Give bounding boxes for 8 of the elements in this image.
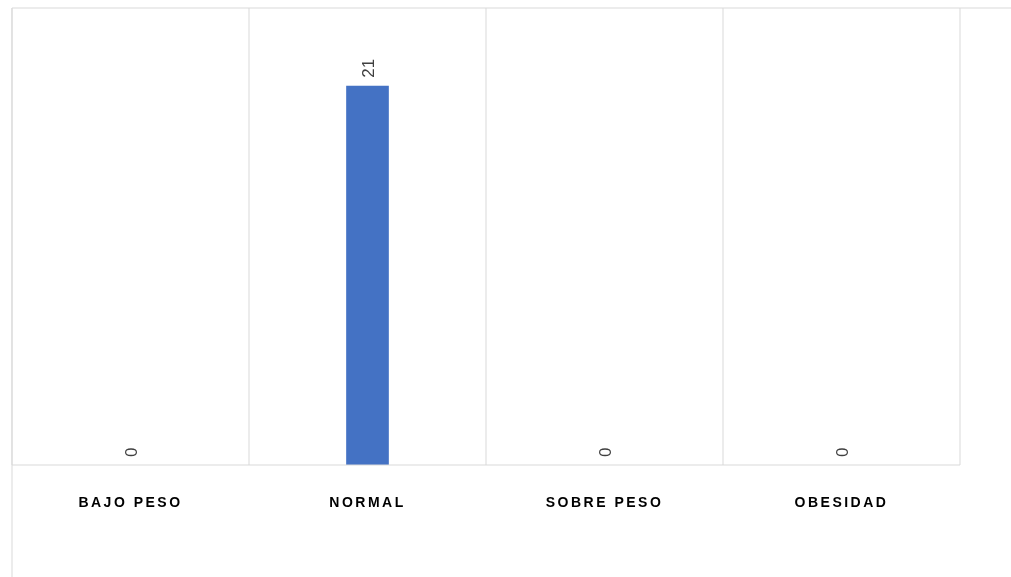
x-tick-label: NORMAL: [329, 494, 406, 510]
x-tick-label: SOBRE PESO: [545, 494, 664, 510]
data-label: 0: [832, 447, 852, 457]
data-label: 21: [358, 58, 378, 78]
data-label: 0: [595, 447, 615, 457]
x-tick-label: BAJO PESO: [78, 494, 183, 510]
x-tick-label: OBESIDAD: [794, 494, 889, 510]
data-label: 0: [121, 447, 141, 457]
